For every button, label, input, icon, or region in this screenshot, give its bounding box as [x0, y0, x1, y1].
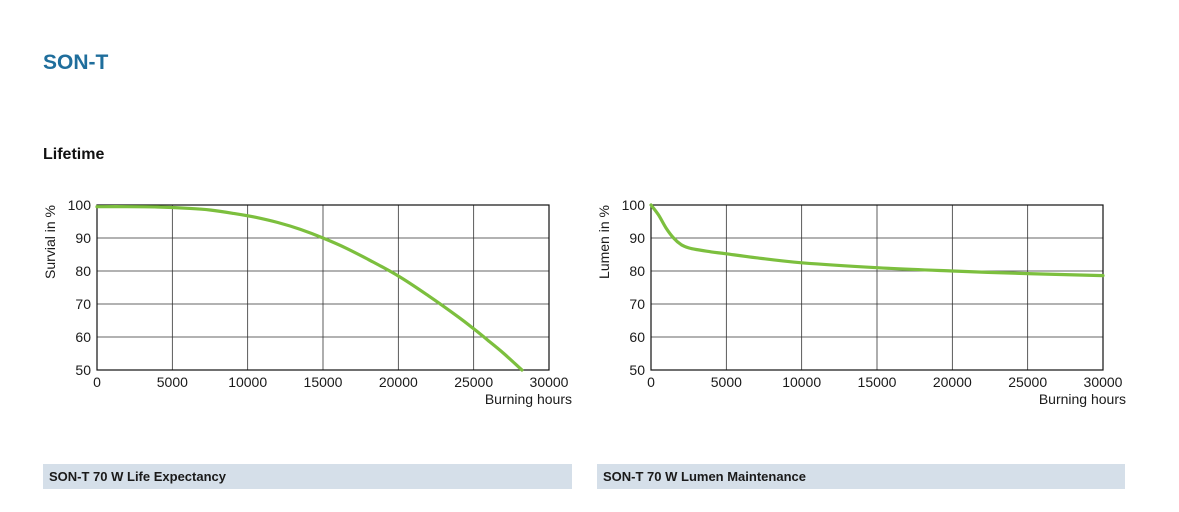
- x-tick-label: 20000: [379, 374, 418, 390]
- lumen-maintenance-caption: SON-T 70 W Lumen Maintenance: [597, 464, 1125, 489]
- section-title: Lifetime: [43, 146, 105, 163]
- life-expectancy-caption: SON-T 70 W Life Expectancy: [43, 464, 572, 489]
- x-tick-label: 20000: [933, 374, 972, 390]
- y-tick-label: 90: [629, 230, 645, 246]
- y-tick-label: 60: [75, 329, 91, 345]
- y-tick-label: 50: [75, 362, 91, 378]
- y-axis-label: Survial in %: [42, 205, 58, 279]
- x-axis-label: Burning hours: [485, 391, 572, 407]
- y-axis-label: Lumen in %: [596, 205, 612, 279]
- x-tick-label: 10000: [228, 374, 267, 390]
- x-tick-label: 15000: [858, 374, 897, 390]
- y-tick-label: 80: [75, 263, 91, 279]
- y-tick-label: 50: [629, 362, 645, 378]
- y-tick-label: 90: [75, 230, 91, 246]
- y-tick-label: 80: [629, 263, 645, 279]
- plot-frame: [96, 204, 550, 371]
- x-axis-label: Burning hours: [1039, 391, 1126, 407]
- x-tick-label: 0: [93, 374, 101, 390]
- x-tick-label: 5000: [157, 374, 188, 390]
- x-tick-label: 25000: [454, 374, 493, 390]
- x-tick-label: 15000: [304, 374, 343, 390]
- x-tick-label: 10000: [782, 374, 821, 390]
- life-expectancy-chart: 0 5000 10000 15000 20000 25000 30000 50 60 70 80 90…: [42, 197, 572, 407]
- plot-frame: [650, 204, 1104, 371]
- x-tick-label: 30000: [1084, 374, 1123, 390]
- y-tick-label: 100: [622, 197, 646, 213]
- x-tick-label: 0: [647, 374, 655, 390]
- product-title: SON-T: [43, 51, 109, 74]
- y-tick-label: 70: [75, 296, 91, 312]
- x-tick-label: 5000: [711, 374, 742, 390]
- series-line: [649, 203, 1105, 278]
- y-tick-label: 100: [68, 197, 92, 213]
- lumen-maintenance-chart: 0 5000 10000 15000 20000 25000 30000 50 60 70 80 90…: [596, 197, 1126, 407]
- series-line: [95, 205, 524, 372]
- y-tick-label: 60: [629, 329, 645, 345]
- y-tick-label: 70: [629, 296, 645, 312]
- x-tick-label: 25000: [1008, 374, 1047, 390]
- x-tick-label: 30000: [530, 374, 569, 390]
